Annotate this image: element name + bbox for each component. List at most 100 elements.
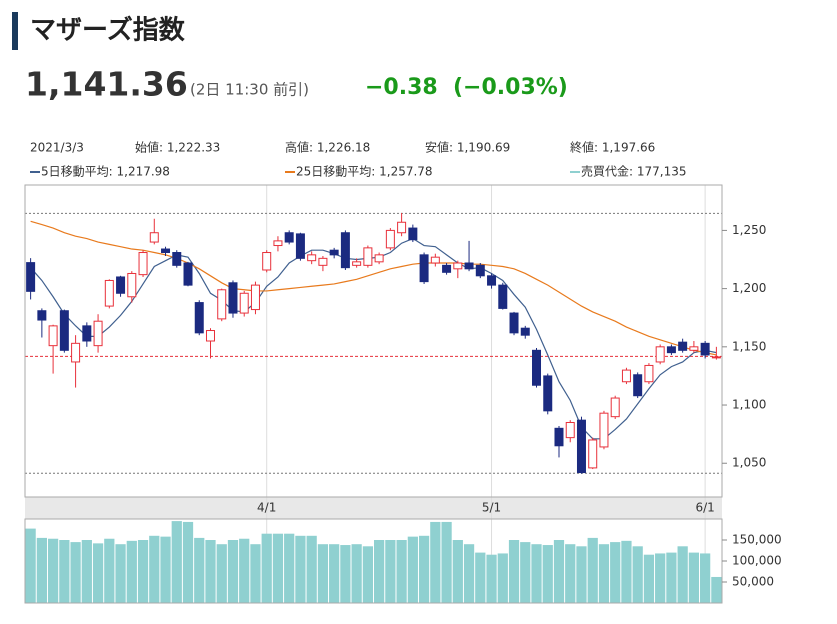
candle-body — [273, 240, 283, 247]
y-tick-label: 1,150 — [732, 339, 766, 353]
volume-bar — [47, 538, 59, 603]
volume-bar — [70, 542, 81, 603]
candle-body — [700, 342, 710, 356]
date-strip — [25, 497, 722, 519]
volume-bar — [430, 521, 441, 603]
candle-body — [689, 346, 699, 351]
volume-bar — [362, 546, 373, 603]
y-tick-label: 50,000 — [732, 575, 774, 589]
price: 1,141.36 — [25, 65, 188, 104]
candle-body — [228, 282, 238, 314]
volume-bar — [171, 521, 182, 603]
candle-body — [284, 232, 294, 243]
legend-label: 25日移動平均: 1,257.78 — [296, 165, 433, 179]
volume-bar — [126, 540, 137, 603]
moving-average-line — [30, 220, 717, 356]
candle-body — [71, 342, 81, 363]
candle-body — [475, 264, 485, 277]
volume-bar — [643, 554, 655, 603]
volume-bar — [295, 535, 306, 603]
y-tick-label: 1,250 — [732, 223, 766, 237]
candle-body — [205, 330, 215, 342]
volume-bar — [587, 537, 598, 603]
candle-body — [554, 427, 564, 447]
candle-body — [498, 284, 508, 309]
volume-bar — [700, 553, 711, 603]
candle-body — [408, 227, 418, 241]
candle-body — [26, 262, 36, 292]
candle-body — [588, 439, 598, 469]
volume-bar — [284, 533, 295, 603]
candle-body — [644, 364, 654, 383]
x-tick-label: 6/1 — [695, 501, 714, 515]
volume-bar — [104, 538, 115, 603]
candle-body — [666, 346, 676, 354]
volume-bar — [194, 537, 205, 603]
volume-bar — [340, 545, 351, 603]
volume-bar — [182, 521, 194, 603]
volume-bar — [216, 544, 227, 603]
candle-body — [543, 375, 553, 412]
candle-body — [239, 292, 249, 314]
candle-body — [295, 233, 305, 259]
volume-bar — [239, 538, 250, 603]
volume-bar — [520, 542, 531, 603]
volume-bar — [115, 544, 126, 603]
volume-bar — [227, 540, 239, 603]
volume-bar — [418, 535, 430, 603]
candle-body — [385, 229, 395, 249]
candle-body — [678, 341, 688, 351]
candle-body — [633, 374, 643, 397]
volume-bar — [621, 540, 632, 603]
volume-bar — [655, 553, 666, 603]
candle-body — [183, 262, 193, 286]
candle-body — [48, 325, 58, 347]
y-tick-label: 1,200 — [732, 281, 766, 295]
x-tick-label: 5/1 — [482, 501, 501, 515]
y-tick-label: 100,000 — [732, 554, 782, 568]
volume-bar — [531, 544, 542, 603]
candle-body — [397, 221, 407, 234]
candle-body — [430, 256, 440, 264]
candle-body — [82, 325, 92, 342]
volume-bar — [149, 535, 160, 603]
volume-bar — [81, 540, 92, 603]
legend-label: 5日移動平均: 1,217.98 — [41, 165, 170, 179]
candle-body — [453, 262, 463, 270]
change-pct: (−0.03%) — [453, 75, 568, 100]
volume-bar — [205, 540, 216, 603]
candle-body — [610, 397, 620, 418]
y-tick-label: 1,100 — [732, 398, 766, 412]
volume-bar — [306, 535, 317, 603]
volume-bar — [463, 544, 475, 603]
candle-body — [262, 252, 272, 271]
info-text: 高値: 1,226.18 — [285, 140, 370, 155]
volume-bar — [261, 533, 272, 603]
candle-body — [363, 247, 373, 266]
candle-body — [149, 232, 159, 243]
volume-bar — [508, 540, 520, 603]
volume-bar — [250, 544, 261, 603]
volume-bar — [374, 540, 385, 603]
volume-bar — [576, 546, 587, 603]
volume-bar — [553, 540, 565, 603]
volume-bar — [711, 576, 722, 603]
volume-bar — [542, 545, 553, 603]
candle-body — [217, 289, 227, 320]
candle-body — [655, 346, 665, 363]
time: (2日 11:30 前引) — [190, 81, 309, 99]
volume-bar — [441, 521, 452, 603]
candle-body — [127, 272, 137, 298]
volume-bar — [688, 552, 700, 603]
volume-bar — [598, 544, 610, 603]
volume-bar — [632, 546, 643, 603]
volume-bar — [385, 540, 396, 603]
candle-body — [464, 262, 474, 270]
volume-bar — [317, 544, 329, 603]
candle-body — [37, 310, 47, 321]
candle-body — [711, 356, 721, 359]
volume-bar — [160, 536, 171, 603]
y-tick-label: 1,050 — [732, 456, 766, 470]
candle-body — [487, 275, 497, 286]
